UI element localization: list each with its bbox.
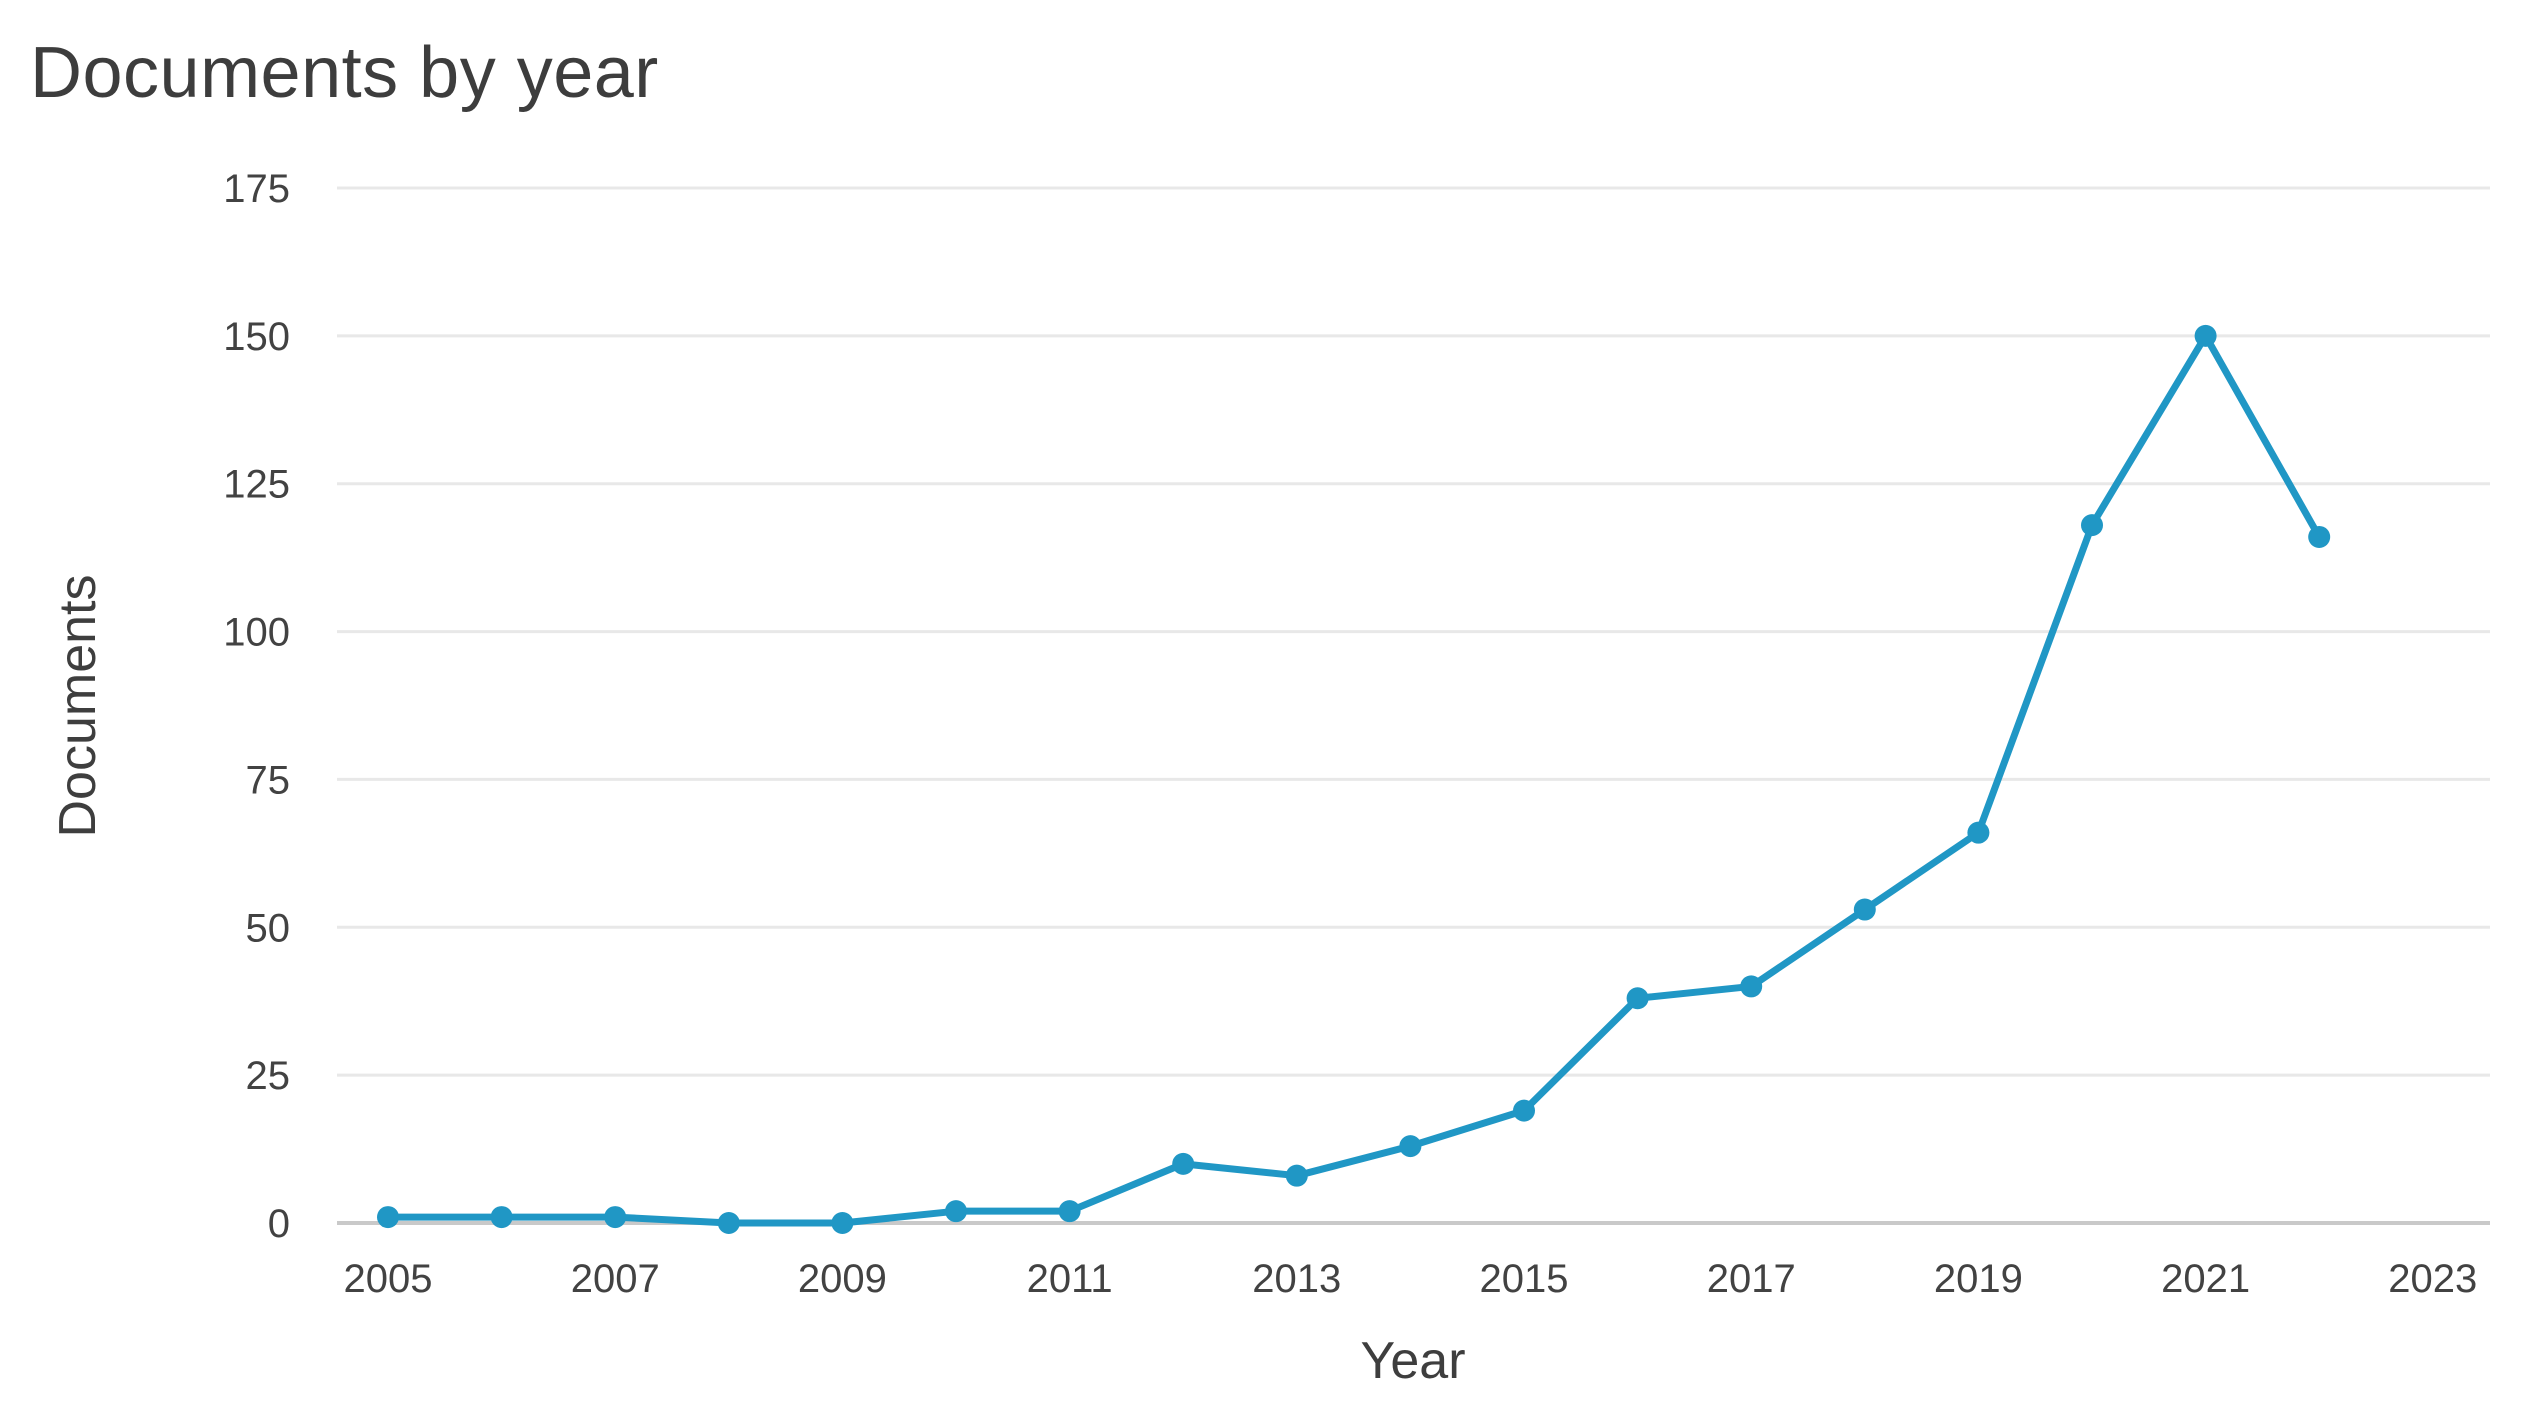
y-tick-label-150: 150 xyxy=(223,315,290,359)
x-tick-label-2019: 2019 xyxy=(1934,1257,2023,1301)
data-point-2005 xyxy=(377,1206,399,1229)
gridlines-group xyxy=(337,186,2490,1225)
x-tick-label-2007: 2007 xyxy=(571,1257,660,1301)
data-point-2017 xyxy=(1740,975,1763,998)
data-point-2007 xyxy=(604,1206,627,1229)
data-point-2021 xyxy=(2194,324,2217,347)
data-point-2022 xyxy=(2308,525,2331,548)
data-point-2015 xyxy=(1513,1099,1535,1122)
x-tick-label-2011: 2011 xyxy=(1027,1257,1113,1301)
y-tick-label-25: 25 xyxy=(246,1054,291,1098)
y-tick-label-0: 0 xyxy=(268,1202,290,1246)
x-tick-label-2015: 2015 xyxy=(1480,1257,1569,1301)
x-tick-label-2005: 2005 xyxy=(344,1257,433,1301)
x-tick-labels-group: 2005 2007 2009 2011 2013 2015 2017 2019 2021 2023 xyxy=(344,1257,2478,1301)
data-point-2018 xyxy=(1853,898,1876,921)
data-point-2008 xyxy=(717,1212,740,1234)
documents-trend-line xyxy=(384,332,2323,1227)
y-tick-label-100: 100 xyxy=(223,611,290,655)
x-axis-title: Year xyxy=(1360,1332,1465,1390)
data-point-2009 xyxy=(831,1212,854,1234)
y-tick-label-175: 175 xyxy=(223,167,290,211)
x-tick-label-2009: 2009 xyxy=(798,1257,887,1301)
data-point-2014 xyxy=(1399,1135,1422,1158)
data-point-2013 xyxy=(1285,1164,1308,1187)
data-points-group xyxy=(377,324,2331,1234)
y-tick-label-75: 75 xyxy=(246,758,291,802)
data-point-2006 xyxy=(490,1206,513,1229)
y-tick-label-125: 125 xyxy=(223,463,290,507)
y-axis-title: Documents xyxy=(49,575,107,838)
x-tick-label-2023: 2023 xyxy=(2388,1257,2477,1301)
data-point-2020 xyxy=(2081,514,2103,537)
data-point-2016 xyxy=(1626,987,1649,1010)
data-point-2010 xyxy=(945,1200,967,1223)
y-tick-label-50: 50 xyxy=(246,906,291,950)
x-tick-label-2021: 2021 xyxy=(2161,1257,2250,1301)
data-point-2011 xyxy=(1058,1200,1081,1223)
x-tick-label-2013: 2013 xyxy=(1252,1257,1341,1301)
chart-title: Documents by year xyxy=(30,33,659,113)
data-point-2019 xyxy=(1967,821,1990,844)
data-point-2012 xyxy=(1172,1152,1195,1175)
y-tick-labels-group: 0 25 50 75 100 125 150 175 xyxy=(223,167,290,1246)
x-tick-label-2017: 2017 xyxy=(1707,1257,1796,1301)
